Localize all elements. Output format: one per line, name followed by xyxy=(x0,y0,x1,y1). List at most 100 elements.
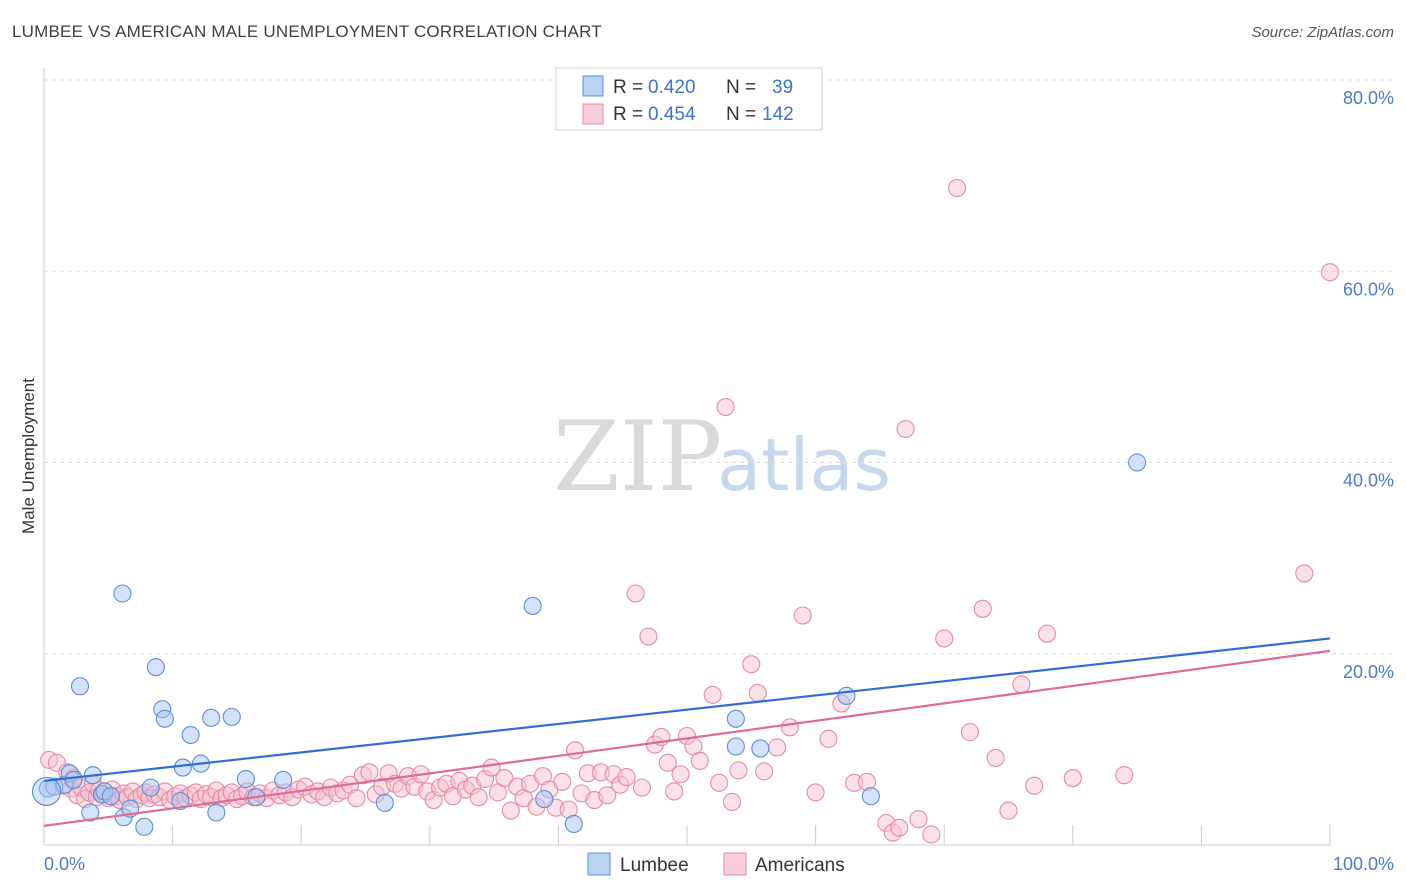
lumbee-trend-line xyxy=(43,637,1331,783)
lumbee-point-16[interactable] xyxy=(146,658,165,677)
americans-point-103[interactable] xyxy=(626,584,645,603)
americans-point-136[interactable] xyxy=(935,629,954,648)
americans-point-140[interactable] xyxy=(986,748,1005,768)
americans-point-79[interactable] xyxy=(469,788,488,807)
americans-point-104[interactable] xyxy=(632,778,652,797)
americans-point-114[interactable] xyxy=(703,685,722,704)
americans-point-83[interactable] xyxy=(495,769,514,788)
americans-point-62[interactable] xyxy=(360,763,379,782)
legend-swatch-lumbee xyxy=(582,75,604,97)
lumbee-point-18[interactable] xyxy=(155,709,174,728)
lumbee-point-21[interactable] xyxy=(181,725,200,745)
americans-point-134[interactable] xyxy=(909,810,928,829)
americans-point-115[interactable] xyxy=(710,773,729,792)
lumbee-point-4[interactable] xyxy=(64,770,83,790)
lumbee-point-large[interactable] xyxy=(31,776,62,807)
americans-point-141[interactable] xyxy=(999,801,1018,820)
legend-swatch-americans xyxy=(582,103,604,125)
lumbee-point-5[interactable] xyxy=(70,677,90,696)
watermark-atlas: atlas xyxy=(717,423,891,507)
americans-point-145[interactable] xyxy=(1063,769,1082,788)
americans-point-135[interactable] xyxy=(922,825,941,844)
americans-point-133[interactable] xyxy=(896,419,915,439)
lumbee-point-29[interactable] xyxy=(375,793,394,812)
americans-point-147[interactable] xyxy=(1295,564,1314,583)
lumbee-point-11[interactable] xyxy=(113,584,132,603)
y-tick-label-80: 80.0% xyxy=(1343,88,1394,108)
americans-point-92[interactable] xyxy=(553,772,572,791)
y-axis-title: Male Unemployment xyxy=(19,378,38,534)
lumbee-point-37[interactable] xyxy=(861,787,880,806)
americans-point-142[interactable] xyxy=(1012,675,1031,694)
americans-point-105[interactable] xyxy=(639,627,658,646)
lumbee-point-14[interactable] xyxy=(135,817,154,836)
lumbee-point-36[interactable] xyxy=(837,686,856,705)
bottom-legend-swatch-americans[interactable] xyxy=(723,852,747,876)
americans-point-143[interactable] xyxy=(1025,776,1044,795)
bottom-legend: Lumbee Americans xyxy=(587,852,845,876)
legend-r-value-americans: 0.454 xyxy=(648,104,696,125)
lumbee-point-30[interactable] xyxy=(523,596,542,615)
bottom-legend-swatch-lumbee[interactable] xyxy=(587,852,611,876)
americans-point-124[interactable] xyxy=(793,606,812,625)
lumbee-point-25[interactable] xyxy=(222,707,241,726)
legend-n-value-lumbee: 39 xyxy=(772,77,793,98)
bottom-legend-label-americans[interactable]: Americans xyxy=(755,855,845,876)
americans-point-109[interactable] xyxy=(665,782,684,801)
lumbee-point-28[interactable] xyxy=(274,770,293,790)
americans-point-139[interactable] xyxy=(973,599,992,618)
legend-n-value-americans: 142 xyxy=(762,104,794,125)
americans-trend-line xyxy=(43,649,1331,827)
americans-point-94[interactable] xyxy=(566,741,585,760)
lumbee-point-24[interactable] xyxy=(207,803,226,822)
americans-point-148[interactable] xyxy=(1320,263,1340,282)
lumbee-point-20[interactable] xyxy=(173,758,192,777)
americans-point-138[interactable] xyxy=(960,723,979,742)
y-tick-label-20: 20.0% xyxy=(1343,662,1394,682)
x-ticks xyxy=(43,825,1331,845)
lumbee-point-33[interactable] xyxy=(726,709,745,728)
bottom-legend-label-lumbee[interactable]: Lumbee xyxy=(620,855,689,876)
legend-n-label-lumbee: N = xyxy=(726,77,756,98)
source-credit: Source: ZipAtlas.com xyxy=(1251,24,1394,41)
y-tick-label-60: 60.0% xyxy=(1343,279,1394,299)
lumbee-point-19[interactable] xyxy=(171,791,190,811)
lumbee-point-34[interactable] xyxy=(726,737,745,756)
americans-point-118[interactable] xyxy=(729,761,748,780)
watermark: ZIP atlas xyxy=(553,401,891,513)
watermark-zip: ZIP xyxy=(553,401,722,513)
lumbee-point-23[interactable] xyxy=(202,708,221,727)
lumbee-point-32[interactable] xyxy=(564,814,583,834)
americans-point-84[interactable] xyxy=(501,801,520,820)
lumbee-point-31[interactable] xyxy=(535,790,554,809)
lumbee-point-6[interactable] xyxy=(81,803,100,822)
americans-point-119[interactable] xyxy=(742,655,761,674)
americans-point-125[interactable] xyxy=(806,783,825,802)
americans-point-110[interactable] xyxy=(671,765,690,784)
americans-point-116[interactable] xyxy=(716,397,735,417)
americans-point-60[interactable] xyxy=(347,789,366,808)
americans-point-120[interactable] xyxy=(748,683,767,703)
americans-point-123[interactable] xyxy=(780,718,799,737)
legend-n-label-americans: N = xyxy=(726,104,756,125)
americans-point-108[interactable] xyxy=(658,753,677,772)
lumbee-point-26[interactable] xyxy=(236,769,255,789)
lumbee-point-15[interactable] xyxy=(141,778,160,797)
americans-point-144[interactable] xyxy=(1038,624,1057,643)
americans-point-122[interactable] xyxy=(767,738,787,757)
americans-point-117[interactable] xyxy=(722,792,742,812)
americans-point-113[interactable] xyxy=(690,751,709,770)
americans-point-137[interactable] xyxy=(948,179,967,198)
lumbee-point-35[interactable] xyxy=(751,739,770,758)
americans-point-146[interactable] xyxy=(1115,766,1134,785)
americans-point-132[interactable] xyxy=(890,818,909,837)
y-tick-labels: 20.0% 40.0% 60.0% 80.0% xyxy=(1343,88,1394,682)
lumbee-point-38[interactable] xyxy=(1128,453,1147,472)
americans-point-99[interactable] xyxy=(598,786,617,805)
americans-point-126[interactable] xyxy=(819,729,838,748)
lumbee-point-10[interactable] xyxy=(101,787,120,806)
legend-r-value-lumbee: 0.420 xyxy=(648,77,696,98)
americans-point-102[interactable] xyxy=(617,768,636,787)
legend-r-label-lumbee: R = xyxy=(613,77,643,98)
americans-point-121[interactable] xyxy=(755,762,774,781)
